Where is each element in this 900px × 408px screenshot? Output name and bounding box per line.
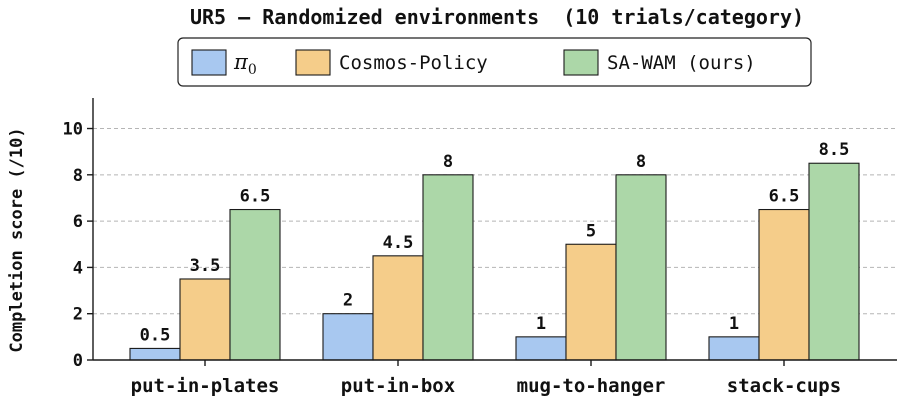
- axes: 0 2 4 6 8 10 put-in-plates put-in-box mug-to-han…: [63, 98, 897, 397]
- data-label: 8.5: [819, 140, 850, 160]
- legend-label: SA-WAM (ours): [607, 52, 756, 74]
- legend-frame: [177, 37, 812, 87]
- legend: π0 Cosmos-Policy SA-WAM (ours): [177, 37, 812, 87]
- data-label: 2: [343, 291, 353, 311]
- legend-label: π0: [233, 50, 257, 78]
- data-label: 3.5: [190, 256, 221, 276]
- y-tick-label: 10: [63, 120, 83, 140]
- y-tick-label: 2: [73, 305, 83, 325]
- data-label: 8: [636, 152, 646, 172]
- data-label: 1: [729, 314, 739, 334]
- x-tick-label: put-in-box: [341, 375, 455, 397]
- legend-item: Cosmos-Policy: [295, 49, 488, 76]
- legend-label: Cosmos-Policy: [339, 52, 488, 74]
- bar: [808, 162, 860, 361]
- legend-swatch: [295, 49, 331, 76]
- data-label: 6.5: [240, 187, 271, 207]
- data-label: 8: [443, 152, 453, 172]
- y-axis-label: Completion score (/10): [7, 127, 27, 352]
- data-label: 4.5: [383, 233, 414, 253]
- data-label: 1: [536, 314, 546, 334]
- legend-item: π0: [191, 49, 257, 78]
- y-tick-label: 0: [73, 351, 83, 371]
- bar: [565, 243, 617, 361]
- bars: [129, 162, 860, 361]
- chart-title: UR5 — Randomized environments (10 trials…: [190, 5, 804, 29]
- bar: [372, 255, 424, 361]
- x-tick-label: stack-cups: [727, 375, 841, 397]
- data-label: 5: [586, 221, 596, 241]
- bar: [615, 174, 667, 361]
- data-label: 0.5: [140, 325, 171, 345]
- bar: [758, 208, 810, 361]
- y-tick-label: 6: [73, 212, 83, 232]
- bar: [129, 347, 181, 361]
- legend-swatch: [191, 49, 227, 76]
- bar: [179, 278, 231, 361]
- y-tick-label: 4: [73, 258, 83, 278]
- x-tick-label: mug-to-hanger: [517, 375, 666, 397]
- bar: [708, 336, 760, 361]
- x-tick-label: put-in-plates: [131, 375, 280, 397]
- bar: [322, 313, 374, 361]
- legend-item: SA-WAM (ours): [563, 49, 756, 76]
- data-label: 6.5: [769, 187, 800, 207]
- y-tick-label: 8: [73, 166, 83, 186]
- bar: [422, 174, 474, 361]
- bar: [229, 208, 281, 361]
- legend-swatch: [563, 49, 599, 76]
- bar: [515, 336, 567, 361]
